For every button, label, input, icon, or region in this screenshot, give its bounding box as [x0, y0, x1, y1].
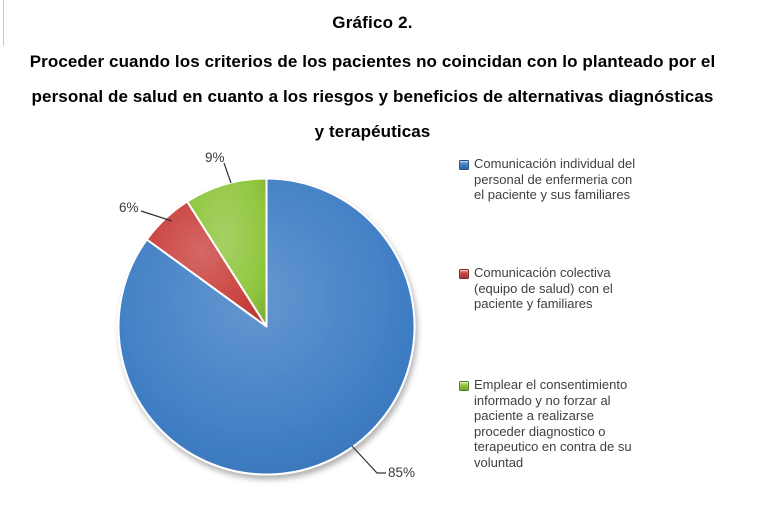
- legend-item-colectiva: Comunicación colectiva (equipo de salud)…: [459, 265, 613, 312]
- left-edge-border: [3, 0, 4, 46]
- pie-label-blue: 85%: [388, 465, 415, 480]
- legend-label-consentimiento: Emplear el consentimiento informado y no…: [474, 377, 632, 470]
- subtitle-line-1: Proceder cuando los criterios de los pac…: [29, 52, 716, 71]
- subtitle-line-2: personal de salud en cuanto a los riesgo…: [31, 87, 714, 106]
- legend-item-consentimiento: Emplear el consentimiento informado y no…: [459, 377, 632, 470]
- leader-line-9pct: [223, 162, 232, 184]
- legend-marker-red-icon: [459, 269, 469, 279]
- pie-label-green: 9%: [205, 150, 225, 165]
- chart-title: Gráfico 2.: [332, 13, 413, 32]
- pie-slices: [117, 177, 416, 476]
- legend-marker-green-icon: [459, 381, 469, 391]
- legend-label-colectiva: Comunicación colectiva (equipo de salud)…: [474, 265, 613, 311]
- legend-label-individual: Comunicación individual del personal de …: [474, 156, 636, 202]
- pie-chart: 9% 6% 85%: [117, 150, 416, 480]
- leader-line-85pct: [351, 445, 386, 474]
- pie-labels: 9% 6% 85%: [119, 150, 415, 480]
- chart-legend: Comunicación individual del personal de …: [459, 0, 759, 506]
- leader-line-6pct: [140, 210, 173, 222]
- pie-slice-2: [186, 177, 268, 328]
- chart-subtitle: Proceder cuando los criterios de los pac…: [0, 44, 745, 149]
- pie-label-red: 6%: [119, 200, 139, 215]
- legend-marker-blue-icon: [459, 160, 469, 170]
- legend-item-individual: Comunicación individual del personal de …: [459, 156, 635, 203]
- subtitle-line-3: y terapéuticas: [314, 122, 431, 141]
